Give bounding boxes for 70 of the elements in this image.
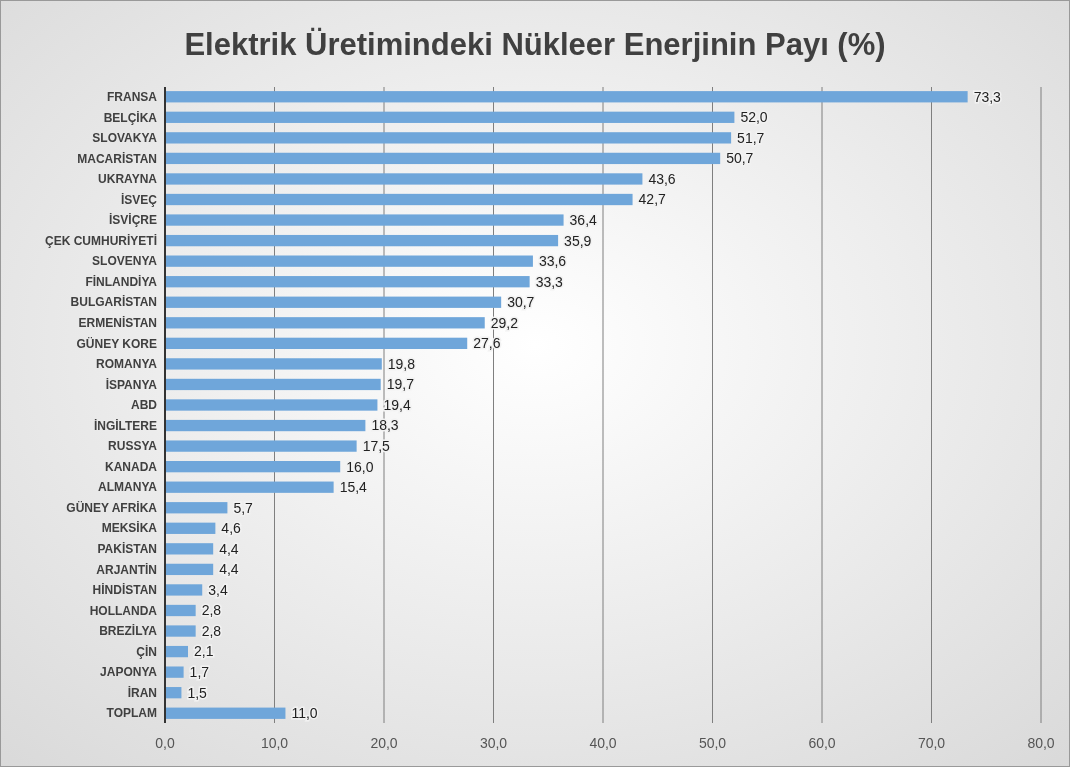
y-tick-label: GÜNEY AFRİKA <box>66 499 158 515</box>
data-label: 18,3 <box>371 417 399 434</box>
y-tick-label: ÇEK CUMHURİYETİ <box>44 232 157 248</box>
y-tick-label: FİNLANDİYA <box>85 273 158 289</box>
x-tick-label: 30,0 <box>479 735 508 751</box>
data-label: 2,1 <box>193 643 214 660</box>
y-tick-label: BREZİLYA <box>99 623 158 639</box>
y-tick-label: İSVEÇ <box>120 191 158 207</box>
y-tick-label: SLOVAKYA <box>92 131 158 146</box>
x-tick-label: 20,0 <box>370 735 398 751</box>
y-tick-label: İSPANYA <box>105 376 158 392</box>
y-tick-label: ERMENİSTAN <box>78 315 157 330</box>
y-tick-label: İNGİLTERE <box>93 417 157 433</box>
data-label: 15,4 <box>339 479 368 496</box>
y-tick-label: ROMANYA <box>96 357 158 372</box>
data-label: 1,7 <box>189 664 210 681</box>
y-tick-label: BULGARİSTAN <box>70 294 157 310</box>
y-tick-label: ABD <box>131 398 158 413</box>
x-tick-label: 80,0 <box>1027 735 1055 751</box>
data-label: 50,7 <box>726 150 754 167</box>
data-label: 11,0 <box>291 705 318 722</box>
data-label: 5,7 <box>233 499 254 516</box>
y-tick-label: BELÇİKA <box>103 109 158 125</box>
y-tick-label: İSVİÇRE <box>108 212 157 228</box>
data-label: 36,4 <box>569 211 598 228</box>
data-label: 19,8 <box>387 355 416 372</box>
y-tick-label: UKRAYNA <box>98 172 158 187</box>
y-tick-label: PAKİSTAN <box>97 541 157 557</box>
y-tick-label: MEKSİKA <box>101 520 158 536</box>
x-tick-label: 0,0 <box>155 735 175 751</box>
data-label: 19,4 <box>383 396 411 413</box>
y-tick-label: HİNDİSTAN <box>92 582 157 598</box>
data-label: 2,8 <box>201 602 222 619</box>
data-label: 4,4 <box>219 561 239 578</box>
y-tick-label: HOLLANDA <box>89 603 158 618</box>
data-label: 35,9 <box>564 232 592 249</box>
y-tick-label: JAPONYA <box>100 665 158 680</box>
y-tick-label: ARJANTİN <box>96 561 157 577</box>
data-label: 42,7 <box>638 191 667 208</box>
data-label: 33,3 <box>535 273 564 290</box>
data-label: 52,0 <box>740 109 768 126</box>
data-label: 73,3 <box>973 88 1002 105</box>
chart-title: Elektrik Üretimindeki Nükleer Enerjinin Payı (%) <box>184 27 886 62</box>
y-tick-label: RUSSYA <box>108 439 158 454</box>
data-label: 4,6 <box>221 520 242 537</box>
y-tick-label: FRANSA <box>107 89 158 104</box>
data-label: 33,6 <box>538 253 567 270</box>
y-tick-label: ALMANYA <box>98 480 158 495</box>
x-tick-label: 60,0 <box>808 735 836 751</box>
data-label: 17,5 <box>362 438 391 454</box>
data-label: 1,5 <box>187 684 208 701</box>
y-tick-label: ÇİN <box>136 643 157 659</box>
data-label: 16,0 <box>346 458 374 475</box>
y-tick-label: İRAN <box>127 684 157 700</box>
x-tick-label: 40,0 <box>589 735 617 751</box>
y-tick-label: SLOVENYA <box>92 254 158 269</box>
y-tick-label: MACARİSTAN <box>77 150 157 166</box>
data-label: 30,7 <box>507 294 535 311</box>
y-tick-label: KANADA <box>105 459 158 474</box>
y-tick-label: TOPLAM <box>106 706 157 721</box>
x-tick-label: 70,0 <box>917 735 946 751</box>
data-label: 2,8 <box>201 622 222 639</box>
data-label: 3,4 <box>208 581 228 598</box>
data-label: 43,6 <box>648 170 676 187</box>
data-label: 19,7 <box>386 376 415 393</box>
data-label: 51,7 <box>737 129 765 146</box>
x-tick-label: 10,0 <box>260 735 289 751</box>
data-label: 4,4 <box>219 540 239 557</box>
y-tick-label: GÜNEY KORE <box>76 335 157 351</box>
x-tick-label: 50,0 <box>698 735 727 751</box>
